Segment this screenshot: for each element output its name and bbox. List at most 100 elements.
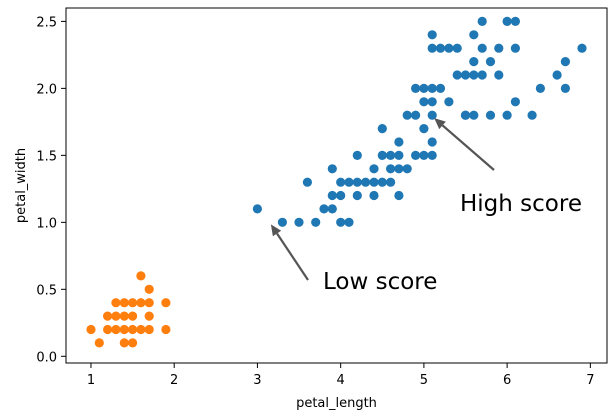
data-point <box>111 298 121 308</box>
data-point <box>419 97 429 107</box>
data-point <box>144 298 154 308</box>
plot-frame <box>65 7 608 364</box>
data-point <box>327 164 337 174</box>
annotation-arrow-head <box>434 118 446 130</box>
data-point <box>386 164 396 174</box>
y-tick-label: 2.5 <box>36 15 57 30</box>
data-point <box>302 177 312 187</box>
data-point <box>435 83 446 93</box>
data-point <box>510 43 520 53</box>
annotation-arrow-head <box>270 224 282 237</box>
annotations: High score Low score <box>270 118 582 295</box>
data-point <box>444 43 454 53</box>
data-point <box>460 110 471 120</box>
x-tick-label: 4 <box>337 373 345 388</box>
data-point <box>527 110 537 120</box>
data-point <box>510 97 520 107</box>
data-point <box>577 43 587 53</box>
data-point <box>336 190 346 201</box>
data-point <box>427 137 437 147</box>
x-axis-ticks: 1 2 3 4 5 6 7 <box>87 363 594 388</box>
data-point <box>419 124 429 134</box>
data-point <box>344 217 354 227</box>
data-point <box>411 83 421 93</box>
data-point <box>336 217 346 227</box>
y-tick-label: 1.0 <box>36 216 57 231</box>
data-point <box>119 338 129 348</box>
data-point <box>352 150 362 160</box>
data-point <box>494 43 504 53</box>
data-point <box>469 70 479 80</box>
data-point <box>377 150 387 160</box>
data-point <box>477 70 487 80</box>
data-point <box>103 311 113 321</box>
data-point <box>136 298 146 308</box>
data-point <box>394 164 404 174</box>
data-point <box>485 57 496 67</box>
data-point <box>344 177 354 187</box>
data-point <box>369 164 379 174</box>
data-point <box>427 110 437 120</box>
y-axis-label: petal_width <box>14 148 29 223</box>
data-point <box>161 324 171 335</box>
data-point <box>460 70 471 80</box>
data-point <box>144 324 154 335</box>
data-point <box>136 271 146 281</box>
data-point <box>402 164 412 174</box>
data-point <box>386 150 396 160</box>
data-point <box>411 110 421 120</box>
data-point <box>136 324 146 335</box>
x-axis-label: petal_length <box>296 396 377 411</box>
data-point <box>294 217 304 227</box>
data-point <box>469 57 479 67</box>
data-point <box>319 204 329 214</box>
data-point <box>119 298 129 308</box>
data-point <box>144 311 154 321</box>
data-point <box>411 150 421 160</box>
data-point <box>327 190 337 201</box>
x-tick-label: 2 <box>170 373 178 388</box>
data-point <box>502 110 512 120</box>
x-tick-label: 6 <box>503 373 511 388</box>
y-tick-label: 0.5 <box>36 283 57 298</box>
annotation-label: Low score <box>323 269 437 295</box>
data-point <box>435 43 446 53</box>
data-point <box>277 217 287 227</box>
data-point <box>361 177 371 187</box>
data-point <box>161 298 171 308</box>
data-point <box>419 83 429 93</box>
data-point <box>128 311 138 321</box>
data-point <box>494 70 504 80</box>
data-point <box>128 324 138 335</box>
data-point <box>252 204 262 214</box>
data-point <box>444 97 454 107</box>
data-point <box>477 43 487 53</box>
chart-marks <box>86 16 587 348</box>
data-point <box>394 137 404 147</box>
data-point <box>86 324 96 335</box>
data-point <box>128 298 138 308</box>
data-point <box>394 190 404 201</box>
data-point <box>94 338 104 348</box>
data-point <box>560 83 571 93</box>
data-point <box>419 150 429 160</box>
y-tick-label: 0.0 <box>36 350 57 365</box>
y-tick-label: 1.5 <box>36 149 57 164</box>
data-point <box>119 324 129 335</box>
data-point <box>477 16 487 26</box>
data-point <box>427 43 437 53</box>
data-point <box>119 311 129 321</box>
data-point <box>427 97 437 107</box>
data-point <box>427 83 437 93</box>
data-point <box>111 311 121 321</box>
data-point <box>144 284 154 294</box>
data-point <box>128 338 138 348</box>
data-point <box>352 177 362 187</box>
data-point <box>402 110 412 120</box>
data-point <box>111 324 121 335</box>
data-point <box>502 16 512 26</box>
data-point <box>535 83 546 93</box>
data-point <box>352 190 362 201</box>
data-point <box>377 177 387 187</box>
annotation-arrow-shaft <box>441 124 495 171</box>
